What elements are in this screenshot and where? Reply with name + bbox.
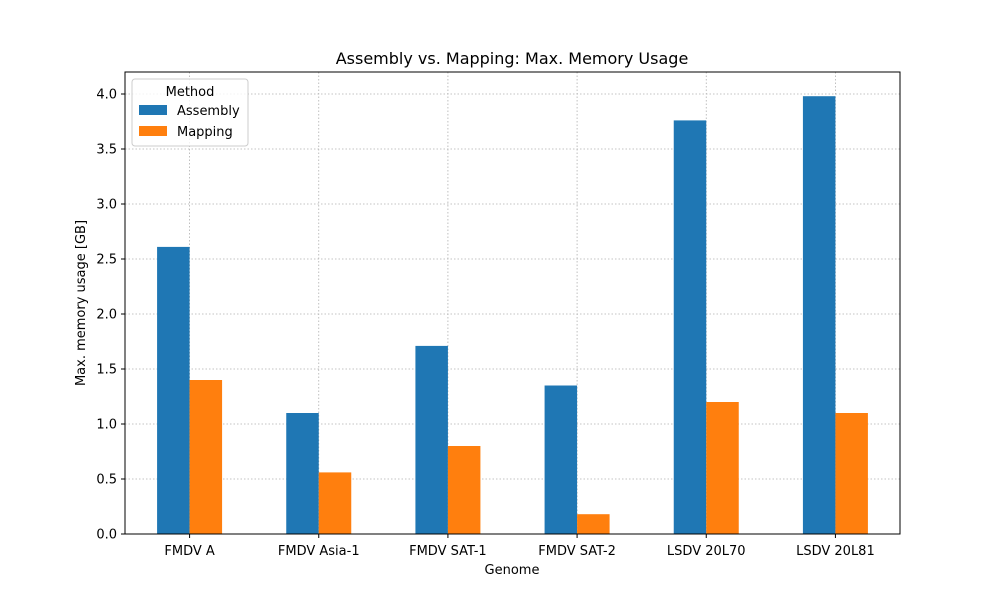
x-tick-label: LSDV 20L70	[667, 544, 746, 559]
plot-frame	[124, 71, 901, 535]
legend: Method Assembly Mapping	[131, 78, 249, 147]
y-tick-label: 4.0	[96, 88, 117, 103]
bar-mapping-1	[318, 472, 352, 534]
y-tick-label: 3.5	[96, 143, 117, 158]
y-tick-label: 1.5	[96, 363, 117, 378]
y-tick-label: 0.5	[96, 473, 117, 488]
x-tick-label: FMDV SAT-2	[538, 544, 616, 559]
x-tick-label: FMDV Asia-1	[278, 544, 360, 559]
x-axis-label: Genome	[485, 563, 540, 578]
y-axis-ticks: 0.0 0.5 1.0 1.5 2.0 2.5 3.0 3.5 4.0	[96, 88, 125, 543]
bar-assembly-3	[544, 385, 578, 534]
bar-mapping-5	[835, 413, 868, 534]
bar-assembly-5	[802, 96, 836, 534]
y-tick-label: 3.0	[96, 198, 117, 213]
x-axis-ticks: FMDV A FMDV Asia-1 FMDV SAT-1 FMDV SAT-2 LSD…	[164, 534, 875, 559]
y-tick-label: 2.0	[96, 308, 117, 323]
legend-label-assembly: Assembly	[177, 104, 240, 119]
bar-assembly-4	[673, 120, 707, 535]
legend-title: Method	[166, 85, 215, 100]
bar-mapping-3	[577, 514, 610, 534]
legend-swatch-mapping	[139, 126, 167, 136]
legend-swatch-assembly	[139, 105, 167, 115]
y-tick-label: 1.0	[96, 418, 117, 433]
bar-assembly-0	[157, 246, 190, 534]
bar-assembly-1	[286, 413, 319, 534]
x-tick-label: LSDV 20L81	[796, 544, 875, 559]
bar-mapping-2	[447, 446, 481, 534]
y-axis-label: Max. memory usage [GB]	[74, 220, 89, 386]
bar-assembly-2	[415, 345, 448, 534]
x-tick-label: FMDV SAT-1	[409, 544, 487, 559]
bar-mapping-0	[189, 380, 223, 534]
x-tick-label: FMDV A	[164, 544, 215, 559]
chart-title: Assembly vs. Mapping: Max. Memory Usage	[336, 49, 689, 68]
bar-mapping-4	[706, 402, 739, 534]
y-tick-label: 0.0	[96, 528, 117, 543]
legend-label-mapping: Mapping	[177, 125, 233, 140]
y-tick-label: 2.5	[96, 253, 117, 268]
bars	[157, 96, 868, 535]
